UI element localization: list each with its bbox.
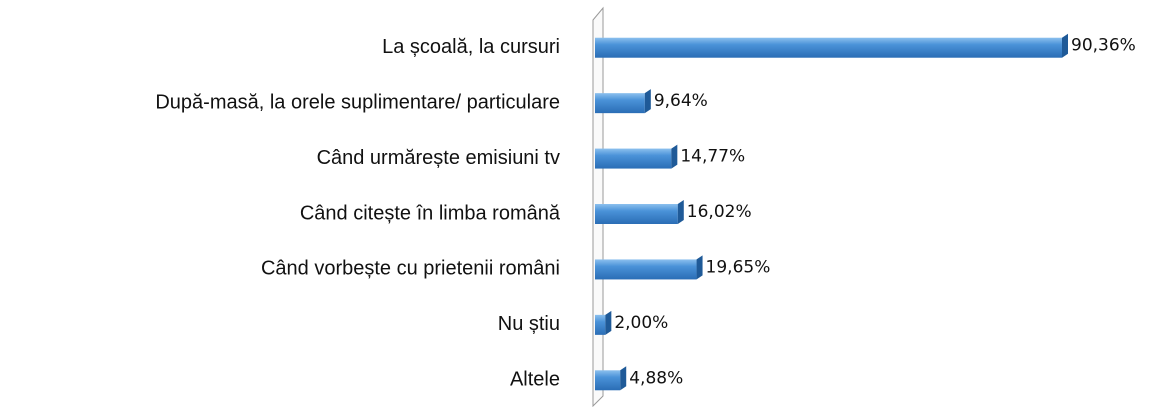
category-label: Altele bbox=[510, 369, 560, 391]
value-label: 90,36% bbox=[1071, 36, 1136, 56]
category-label: La școală, la cursuri bbox=[382, 36, 560, 58]
category-label: Când citește în limba română bbox=[300, 202, 561, 224]
bar-end bbox=[605, 310, 612, 335]
bar-face bbox=[595, 93, 645, 114]
value-label: 14,77% bbox=[680, 147, 745, 167]
value-label: 19,65% bbox=[706, 257, 771, 277]
category-label: Nu știu bbox=[498, 313, 560, 335]
bar-end bbox=[671, 144, 678, 169]
bar-end bbox=[677, 200, 684, 224]
bar-face bbox=[595, 148, 672, 169]
bar-face bbox=[595, 370, 621, 391]
bar-face bbox=[595, 314, 606, 335]
value-label: 9,64% bbox=[654, 91, 708, 111]
bar-face bbox=[595, 37, 1062, 58]
bar bbox=[595, 366, 627, 391]
value-label: 16,02% bbox=[687, 202, 752, 222]
category-label: Când urmărește emisiuni tv bbox=[317, 147, 560, 169]
bar-end bbox=[620, 366, 627, 391]
bar-face bbox=[595, 204, 678, 224]
bar-end bbox=[1062, 33, 1068, 58]
bar bbox=[595, 33, 1068, 58]
bar-end bbox=[696, 255, 703, 280]
bar bbox=[595, 144, 678, 169]
bar-face bbox=[595, 259, 697, 280]
bar bbox=[595, 310, 612, 335]
value-label: 2,00% bbox=[614, 313, 668, 333]
category-label: Când vorbește cu prietenii români bbox=[261, 258, 560, 280]
value-label: 4,88% bbox=[629, 368, 683, 388]
bar bbox=[595, 200, 684, 224]
bar-end bbox=[644, 89, 651, 114]
category-label: După-masă, la orele suplimentare/ partic… bbox=[155, 91, 560, 113]
bar bbox=[595, 255, 703, 280]
bar bbox=[595, 89, 651, 114]
